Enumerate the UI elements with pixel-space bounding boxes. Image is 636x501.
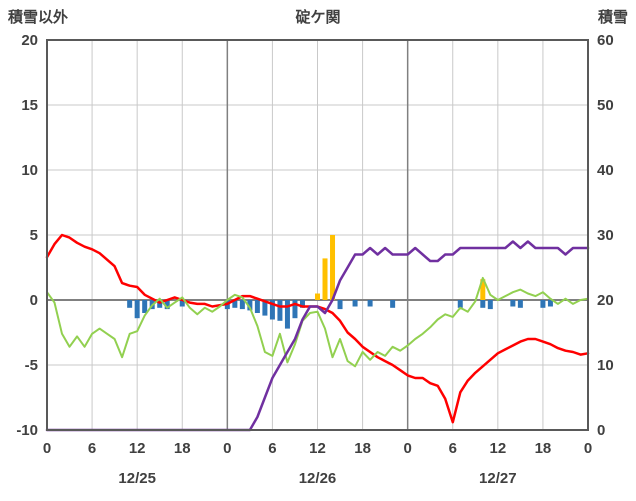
x-axis-tick-label: 18 <box>174 440 191 457</box>
blue-bars-bar <box>142 300 148 313</box>
x-axis-tick-label: 0 <box>584 440 592 457</box>
x-axis-tick-label: 0 <box>43 440 51 457</box>
blue-bars-bar <box>247 300 253 311</box>
blue-bars-bar <box>352 300 358 307</box>
right-axis-tick-label: 40 <box>597 162 614 179</box>
x-axis-tick-label: 0 <box>403 440 411 457</box>
left-axis-tick-label: 20 <box>21 32 38 49</box>
right-axis-title: 積雪 <box>597 9 628 26</box>
green-line <box>46 276 589 368</box>
blue-bars-bar <box>277 300 283 321</box>
right-axis-tick-label: 50 <box>597 97 614 114</box>
left-axis-tick-label: 15 <box>21 97 38 114</box>
blue-bars-bar <box>134 300 140 319</box>
date-label: 12/27 <box>479 470 517 487</box>
blue-bars-bar <box>510 300 516 307</box>
right-axis-tick-label: 10 <box>597 357 614 374</box>
blue-bars-bar <box>179 300 185 307</box>
x-axis-tick-label: 6 <box>449 440 457 457</box>
blue-bars-bar <box>157 300 163 308</box>
left-axis-tick-label: 0 <box>30 292 38 309</box>
blue-bars-bar <box>299 300 305 308</box>
right-axis-tick-label: 0 <box>597 422 605 439</box>
left-axis-tick-label: -5 <box>25 357 38 374</box>
date-label: 12/25 <box>118 470 156 487</box>
blue-bars-bar <box>232 300 238 308</box>
orange-bars-bar <box>322 258 328 300</box>
blue-bars-bar <box>127 300 133 308</box>
left-axis-tick-label: 10 <box>21 162 38 179</box>
left-axis-tick-label: 5 <box>30 227 38 244</box>
blue-bars-bar <box>262 300 268 316</box>
right-axis-tick-label: 30 <box>597 227 614 244</box>
left-axis-tick-label: -10 <box>16 422 38 439</box>
blue-bars-bar <box>164 300 170 310</box>
blue-bars-bar <box>480 300 486 308</box>
right-axis-tick-label: 60 <box>597 32 614 49</box>
blue-bars-bar <box>292 300 298 319</box>
date-label: 12/26 <box>299 470 337 487</box>
plot-frame <box>46 39 589 431</box>
x-axis-tick-label: 12 <box>129 440 146 457</box>
blue-bars-bar <box>337 300 343 310</box>
blue-bars-bar <box>487 300 493 310</box>
blue-bars-bar <box>540 300 546 308</box>
blue-bars-bar <box>547 300 553 307</box>
orange-bars-bar <box>330 235 336 300</box>
blue-bars-bar <box>254 300 260 313</box>
x-axis-tick-label: 18 <box>354 440 371 457</box>
blue-bars-bar <box>517 300 523 308</box>
x-axis-tick-label: 0 <box>223 440 231 457</box>
left-axis-title: 積雪以外 <box>8 9 69 26</box>
x-axis-tick-label: 12 <box>489 440 506 457</box>
blue-bars-bar <box>457 300 463 308</box>
x-axis-tick-label: 6 <box>268 440 276 457</box>
orange-bars-bar <box>480 279 486 300</box>
blue-bars-bar <box>367 300 373 307</box>
blue-bars-bar <box>269 300 275 320</box>
blue-bars-bar <box>390 300 396 308</box>
blue-bars-bar <box>239 300 245 310</box>
x-axis-tick-label: 12 <box>309 440 326 457</box>
blue-bars-bar <box>284 300 290 329</box>
right-axis-tick-label: 20 <box>597 292 614 309</box>
chart-title: 碇ケ関 <box>295 9 341 26</box>
x-axis-tick-label: 18 <box>535 440 552 457</box>
orange-bars-bar <box>315 293 320 300</box>
x-axis-tick-label: 6 <box>88 440 96 457</box>
